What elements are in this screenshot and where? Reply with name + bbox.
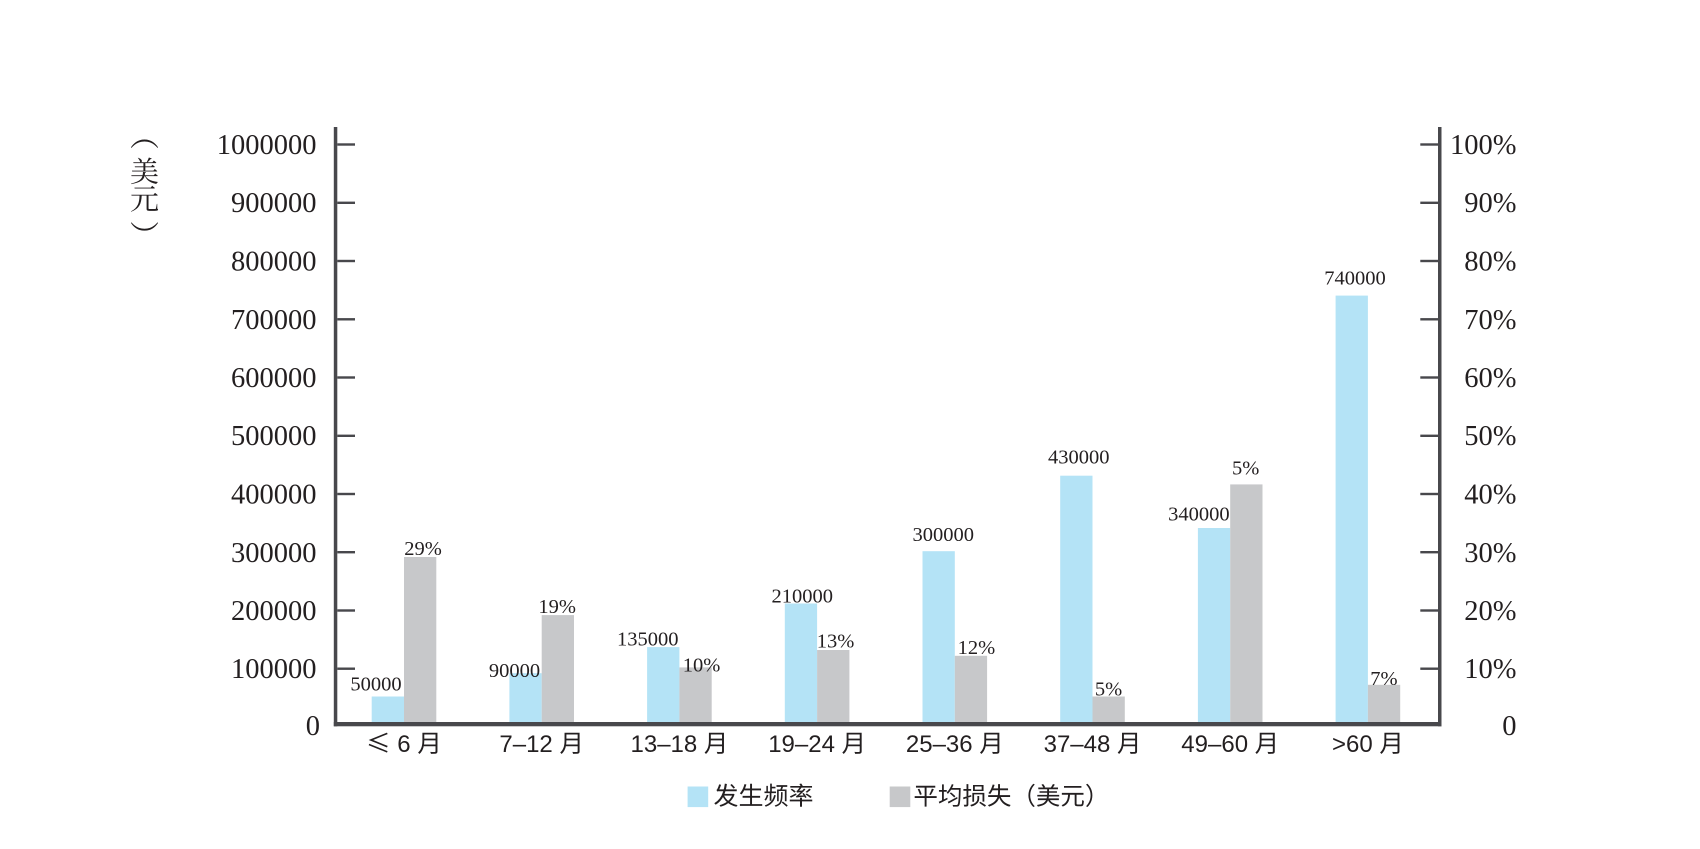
svg-text:400000: 400000	[231, 480, 317, 511]
svg-text:30%: 30%	[1464, 538, 1516, 569]
svg-text:25–36: 25–36	[906, 731, 973, 758]
svg-text:19–24: 19–24	[768, 731, 835, 758]
svg-text:800000: 800000	[231, 247, 317, 278]
svg-text:80%: 80%	[1464, 247, 1516, 278]
svg-text:300000: 300000	[231, 538, 317, 569]
svg-text:200000: 200000	[231, 596, 317, 627]
svg-text:29%: 29%	[404, 538, 442, 560]
svg-text:7–12: 7–12	[499, 731, 552, 758]
svg-text:40%: 40%	[1464, 480, 1516, 511]
svg-text:100%: 100%	[1450, 130, 1517, 161]
svg-text:90000: 90000	[489, 660, 540, 682]
svg-text:50000: 50000	[350, 674, 401, 696]
svg-text:100000: 100000	[231, 654, 317, 685]
svg-text:500000: 500000	[231, 421, 317, 452]
svg-text:700000: 700000	[231, 305, 317, 336]
svg-text:13–18: 13–18	[631, 731, 698, 758]
svg-text:0: 0	[1502, 711, 1516, 742]
svg-text:340000: 340000	[1168, 504, 1230, 526]
svg-text:6: 6	[397, 731, 410, 758]
svg-text:135000: 135000	[617, 629, 679, 651]
svg-text:60%: 60%	[1464, 363, 1516, 394]
svg-text:37–48: 37–48	[1044, 731, 1111, 758]
svg-text:20%: 20%	[1464, 596, 1516, 627]
svg-text:12%: 12%	[958, 637, 996, 659]
svg-text:430000: 430000	[1048, 447, 1110, 469]
svg-text:19%: 19%	[538, 596, 576, 618]
svg-text:1000000: 1000000	[217, 130, 317, 161]
svg-text:740000: 740000	[1324, 268, 1386, 290]
svg-text:210000: 210000	[772, 586, 834, 608]
svg-text:7%: 7%	[1370, 668, 1397, 690]
svg-text:900000: 900000	[231, 188, 317, 219]
svg-text:600000: 600000	[231, 363, 317, 394]
svg-text:>60: >60	[1332, 731, 1373, 758]
svg-text:300000: 300000	[912, 524, 974, 546]
svg-text:5%: 5%	[1095, 679, 1122, 701]
svg-text:90%: 90%	[1464, 188, 1516, 219]
svg-text:49–60: 49–60	[1181, 731, 1248, 758]
svg-text:13%: 13%	[817, 631, 855, 653]
svg-text:5%: 5%	[1232, 457, 1259, 479]
svg-text:10%: 10%	[683, 654, 721, 676]
svg-text:70%: 70%	[1464, 305, 1516, 336]
svg-text:10%: 10%	[1464, 654, 1516, 685]
svg-text:0: 0	[306, 711, 320, 742]
svg-text:50%: 50%	[1464, 421, 1516, 452]
